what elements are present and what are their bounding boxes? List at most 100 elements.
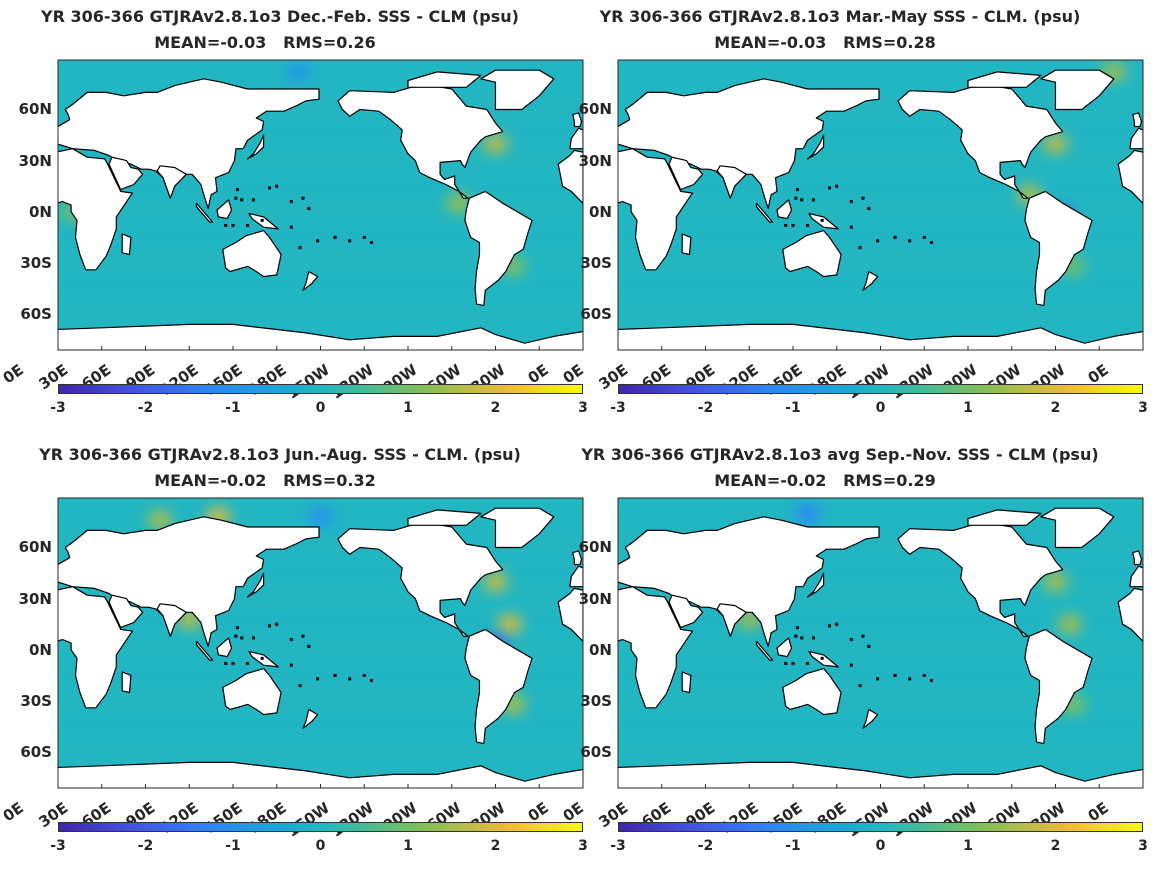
island-mark — [260, 656, 264, 660]
land-madagascar — [681, 671, 692, 694]
panel-stats: MEAN=-0.02 RMS=0.29 — [560, 470, 1090, 492]
land-africa-west — [1117, 587, 1143, 642]
island-mark — [861, 634, 865, 638]
island-mark — [820, 218, 824, 222]
sss-band — [58, 129, 583, 136]
sss-band — [58, 619, 583, 626]
land-samerica — [464, 190, 533, 307]
island-mark — [849, 638, 853, 642]
sss-band — [58, 593, 583, 600]
colorbar-tick-label: -2 — [137, 838, 154, 854]
island-mark — [275, 184, 279, 188]
sss-band — [58, 309, 583, 316]
land-uk — [572, 112, 583, 128]
island-mark — [858, 246, 862, 250]
colorbar-tick-label: 1 — [963, 400, 973, 416]
island-mark — [333, 235, 337, 239]
colorbar-tick-label: -2 — [137, 400, 154, 416]
island-mark — [791, 223, 795, 227]
sss-band — [58, 670, 583, 677]
land-greenland — [1040, 69, 1115, 111]
island-mark — [348, 677, 352, 681]
island-mark — [794, 634, 798, 638]
island-mark — [849, 200, 853, 204]
land-uk — [1132, 550, 1143, 566]
sss-band — [618, 232, 1143, 239]
land-europe-west — [569, 127, 583, 150]
anomaly-point — [483, 571, 508, 592]
colorbar-tick-label: 3 — [578, 400, 588, 416]
sss-band — [58, 542, 583, 549]
land-canada-arch — [407, 509, 482, 526]
land-greenland — [1040, 507, 1115, 549]
mean-label: MEAN=-0.03 — [714, 33, 827, 52]
y-tick-label: 60S — [20, 743, 52, 762]
colorbar — [618, 384, 1143, 394]
land-japan — [807, 134, 825, 160]
island-mark — [234, 634, 238, 638]
land-sumatra — [755, 202, 774, 223]
y-tick-label: 30N — [18, 151, 52, 170]
colorbar-tick-label: 3 — [578, 838, 588, 854]
land-australia — [782, 668, 842, 716]
y-tick-label: 0N — [29, 202, 52, 221]
anomaly-point — [1058, 614, 1083, 635]
y-tick-label: 30S — [580, 692, 612, 710]
land-uk — [572, 550, 583, 566]
island-mark — [267, 186, 271, 190]
sss-band — [58, 695, 583, 702]
island-mark — [784, 661, 788, 665]
land-sumatra — [755, 640, 774, 661]
colorbar-tick-label: -1 — [225, 400, 241, 416]
sss-band — [58, 257, 583, 264]
island-mark — [930, 679, 934, 683]
panel-title: YR 306-366 GTJRAv2.8.1o3 avg Sep.-Nov. S… — [581, 445, 1099, 464]
island-mark — [267, 624, 271, 628]
land-nz — [302, 270, 319, 291]
colorbar-tick-label: -3 — [50, 400, 66, 416]
panel-stats: MEAN=-0.02 RMS=0.32 — [0, 470, 530, 492]
sss-band — [58, 644, 583, 651]
island-mark — [251, 198, 255, 202]
island-mark — [231, 661, 235, 665]
island-mark — [922, 235, 926, 239]
y-tick-label: 60N — [18, 100, 52, 119]
colorbar-tick-label: 0 — [875, 838, 886, 854]
land-sumatra — [195, 640, 214, 661]
island-mark — [908, 239, 912, 243]
land-madagascar — [681, 233, 692, 256]
sss-band — [618, 747, 1143, 754]
island-mark — [260, 218, 264, 222]
island-mark — [806, 661, 810, 665]
sss-band — [618, 155, 1143, 162]
land-europe-west — [569, 565, 583, 588]
island-mark — [316, 239, 320, 243]
land-antarctica — [58, 323, 583, 350]
land-australia — [222, 230, 282, 278]
land-samerica — [1024, 190, 1093, 307]
island-mark — [289, 225, 293, 229]
colorbar-tick-label: 2 — [1050, 838, 1061, 854]
land-eurasia — [58, 516, 320, 647]
island-mark — [811, 636, 815, 640]
sss-band — [618, 129, 1143, 136]
y-tick-label: 30N — [578, 589, 612, 608]
land-india — [716, 603, 747, 637]
land-greenland — [480, 69, 555, 111]
land-africa — [618, 148, 693, 271]
island-mark — [827, 186, 831, 190]
island-mark — [246, 223, 250, 227]
colorbar-tick-label: -1 — [785, 838, 801, 854]
y-tick-label: 60N — [18, 538, 52, 557]
island-mark — [849, 663, 853, 667]
island-mark — [240, 198, 244, 202]
land-borneo — [776, 199, 793, 220]
land-africa-west — [557, 587, 583, 642]
land-nz — [862, 270, 879, 291]
island-mark — [827, 624, 831, 628]
y-tick-label: 60S — [580, 743, 612, 762]
land-namerica — [897, 83, 1064, 199]
island-mark — [307, 644, 311, 648]
sss-band — [618, 257, 1143, 264]
